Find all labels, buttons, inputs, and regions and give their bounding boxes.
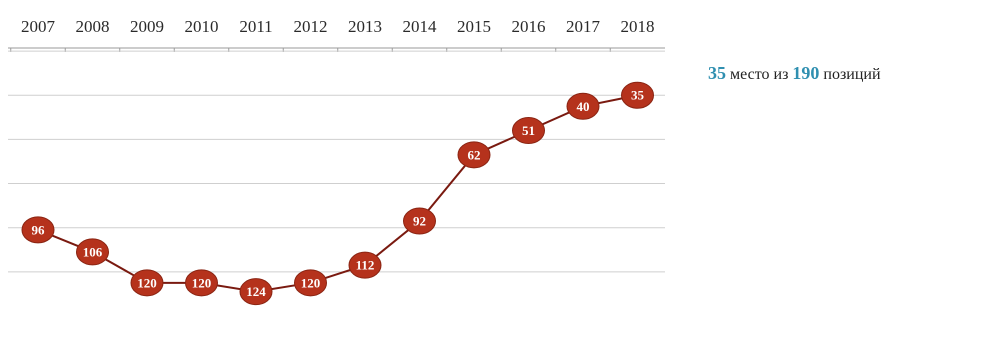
data-label: 120: [301, 275, 321, 290]
x-tick-label: 2013: [348, 17, 382, 36]
data-point: [294, 269, 327, 297]
data-point: [130, 269, 164, 297]
data-point: [621, 81, 654, 109]
x-tick-label: 2009: [130, 17, 164, 36]
ranking-line-chart: 2007 2008 2009 2010 2011 2012 2013 2014 2015 2016…: [8, 17, 665, 306]
data-point: [566, 92, 600, 120]
x-tick-label: 2017: [566, 17, 601, 36]
data-label: 112: [356, 258, 375, 273]
data-label: 124: [246, 284, 266, 299]
x-tick-label: 2012: [294, 17, 328, 36]
x-tick-label: 2016: [512, 17, 546, 36]
data-point: [21, 216, 55, 244]
data-label: 35: [631, 88, 645, 103]
ranking-series: 96 106 120 120 124 120 112 92 62 51 40 35: [21, 81, 654, 306]
rank-value: 35: [708, 63, 726, 83]
x-tick-label: 2011: [239, 17, 272, 36]
caption-text-place: место из: [730, 66, 789, 83]
data-label: 62: [468, 147, 481, 162]
data-label: 51: [522, 123, 535, 138]
x-tick-label: 2014: [403, 17, 438, 36]
data-point: [512, 117, 545, 145]
data-point: [185, 269, 218, 297]
caption-text-positions: позиций: [823, 66, 881, 83]
data-point: [239, 278, 273, 306]
data-point: [348, 251, 382, 279]
x-axis: 2007 2008 2009 2010 2011 2012 2013 2014 2015 2016…: [8, 17, 665, 52]
data-label: 106: [83, 244, 103, 259]
data-point: [457, 141, 491, 169]
x-tick-label: 2007: [21, 17, 56, 36]
data-point: [403, 207, 436, 235]
data-label: 120: [192, 275, 212, 290]
data-label: 120: [137, 275, 157, 290]
x-tick-label: 2008: [76, 17, 110, 36]
data-label: 92: [413, 214, 426, 229]
total-value: 190: [792, 63, 820, 83]
ranking-caption: 35 место из 190 позиций: [708, 63, 881, 84]
x-tick-label: 2018: [621, 17, 655, 36]
data-label: 96: [32, 222, 46, 237]
x-tick-label: 2010: [185, 17, 219, 36]
data-point: [76, 238, 109, 266]
gridlines: [8, 50, 665, 273]
data-label: 40: [577, 99, 590, 114]
x-tick-label: 2015: [457, 17, 491, 36]
series-line: [37, 94, 638, 293]
